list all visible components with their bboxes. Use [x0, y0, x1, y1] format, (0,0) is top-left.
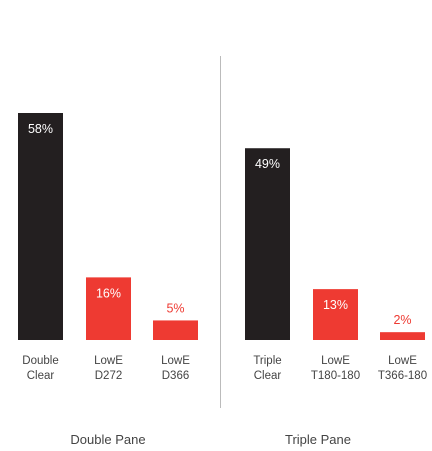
- group-label-triple-pane: Triple Pane: [285, 432, 351, 447]
- value-label-triple-0: 49%: [255, 157, 280, 171]
- category-label-triple-0-line1: Clear: [254, 370, 282, 382]
- bar-double-0: [18, 113, 63, 340]
- category-label-double-2-line1: D366: [162, 370, 190, 382]
- bar-triple-0: [245, 148, 290, 340]
- category-label-triple-0-line0: Triple: [253, 355, 281, 367]
- category-label-double-0-line1: Clear: [27, 370, 55, 382]
- value-label-triple-1: 13%: [323, 298, 348, 312]
- value-label-double-2: 5%: [166, 301, 184, 315]
- value-label-double-1: 16%: [96, 286, 121, 300]
- bar-triple-1: [313, 289, 358, 340]
- group-label-double-pane: Double Pane: [70, 432, 145, 447]
- bars-layer: [18, 113, 425, 340]
- category-label-triple-1-line1: T180-180: [311, 370, 360, 382]
- bar-triple-2: [380, 332, 425, 340]
- category-label-double-1-line1: D272: [95, 370, 123, 382]
- value-label-double-0: 58%: [28, 122, 53, 136]
- value-label-triple-2: 2%: [393, 313, 411, 327]
- bar-double-2: [153, 320, 198, 340]
- category-label-double-0-line0: Double: [22, 355, 58, 367]
- labels-layer: 58% Double Clear 16% LowE D272 5% LowE D366 Doubl…: [22, 122, 427, 447]
- bar-double-1: [86, 277, 131, 340]
- category-label-triple-1-line0: LowE: [321, 355, 350, 367]
- category-label-double-2-line0: LowE: [161, 355, 190, 367]
- category-label-triple-2-line0: LowE: [388, 355, 417, 367]
- category-label-double-1-line0: LowE: [94, 355, 123, 367]
- category-label-triple-2-line1: T366-180: [378, 370, 427, 382]
